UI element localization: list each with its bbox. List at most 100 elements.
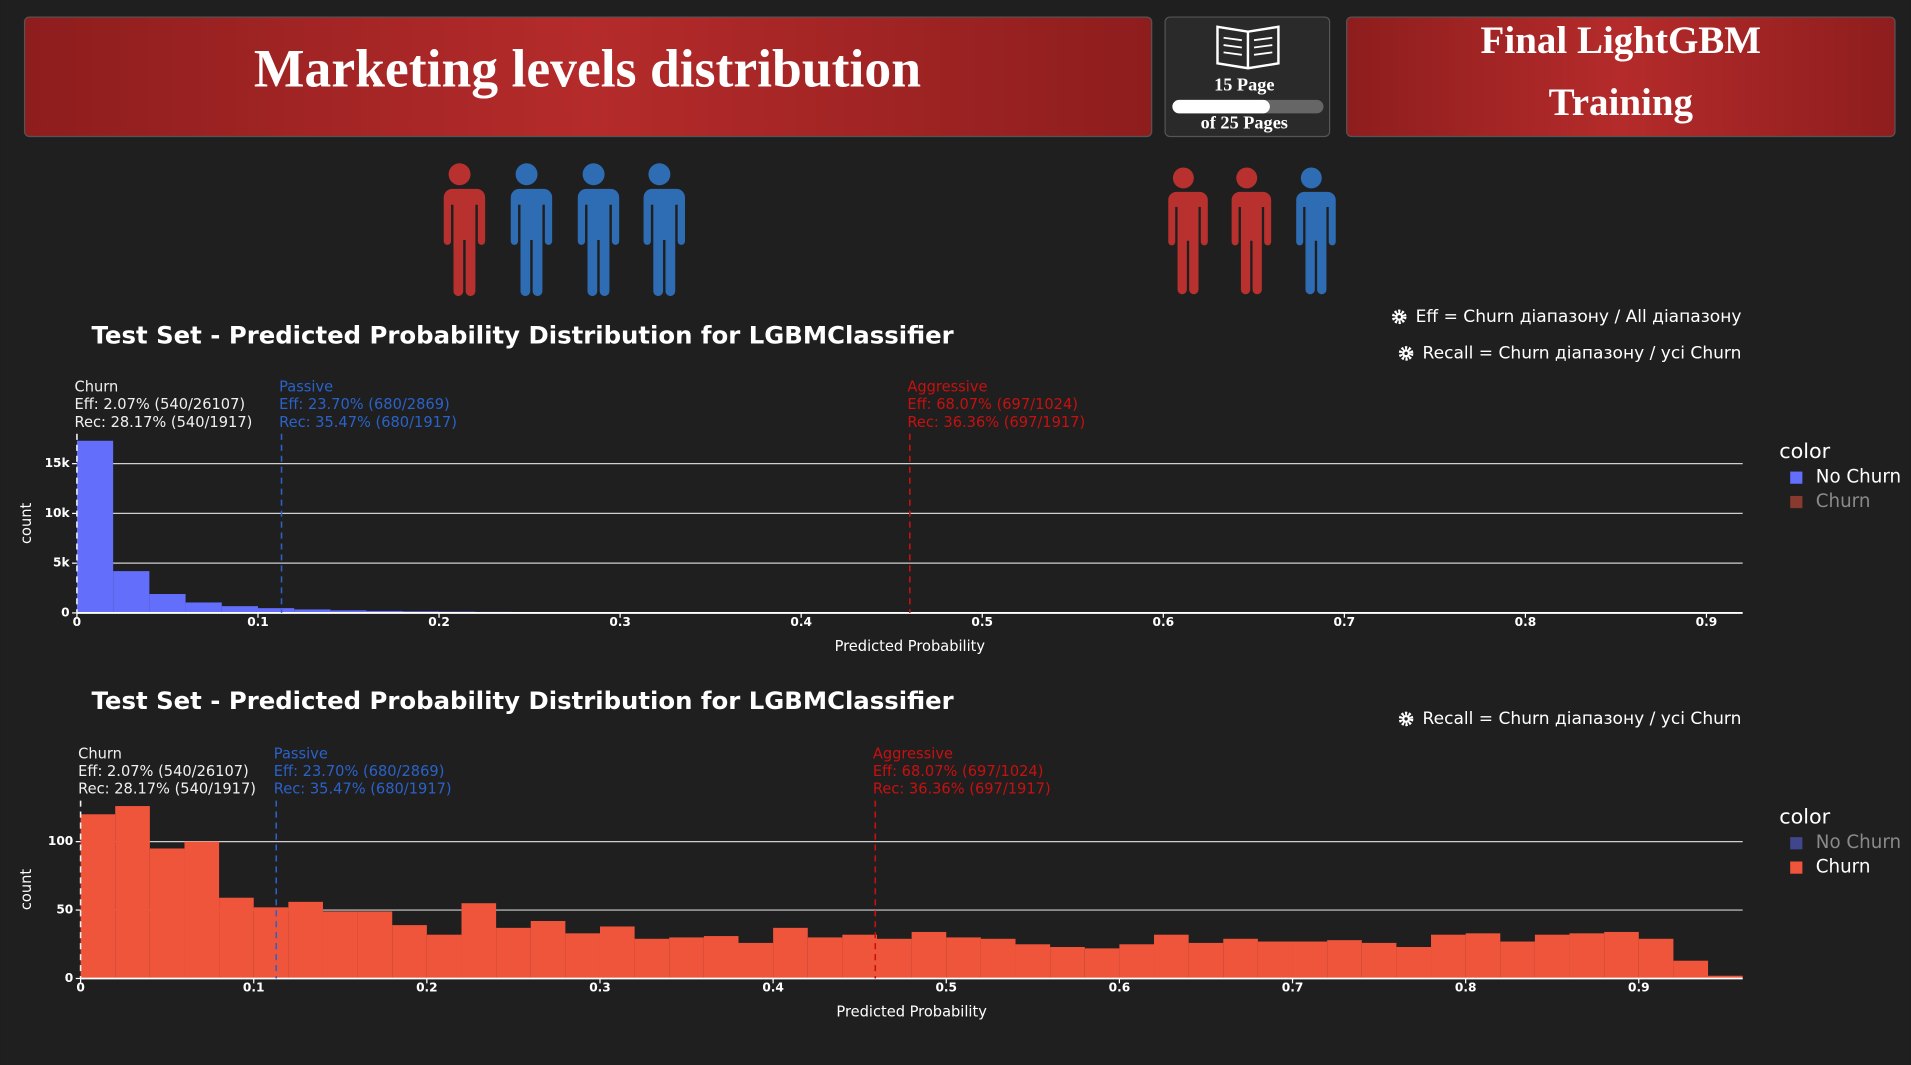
histogram-bar (288, 901, 323, 979)
x-axis-label: Predicted Probability (836, 1004, 987, 1021)
histogram-bar (221, 606, 258, 613)
x-tick-label: 0.5 (971, 615, 993, 629)
legend-entry: Churn (1816, 491, 1871, 512)
threshold-annotation: Eff: 2.07% (540/26107) (74, 396, 245, 413)
legend-title: color (1779, 805, 1830, 829)
histogram-bar (1465, 933, 1501, 979)
histogram-bar (76, 440, 114, 613)
x-tick-label: 0.1 (243, 981, 265, 995)
book-icon (1216, 25, 1280, 70)
histogram-bar (185, 602, 222, 613)
x-tick-label: 0.8 (1455, 981, 1477, 995)
x-tick-label: 0.9 (1696, 615, 1718, 629)
x-tick-label: 0.6 (1109, 981, 1131, 995)
x-axis-label: Predicted Probability (835, 638, 986, 655)
histogram-bar (1500, 941, 1535, 979)
threshold-annotation: Churn (78, 745, 122, 762)
histogram-bar (113, 571, 150, 613)
threshold-annotation: Rec: 35.47% (680/1917) (279, 414, 457, 431)
histogram-bar (392, 925, 427, 979)
legend-swatch (1790, 861, 1803, 874)
histogram-bar (565, 933, 600, 979)
histogram-bar (366, 610, 403, 613)
chart-title: Test Set - Predicted Probability Distrib… (92, 320, 954, 349)
y-tick-label: 15k (45, 456, 71, 470)
formula-note: Recall = Churn діапазону / усі Churn (1423, 343, 1742, 363)
histogram-bar (1673, 960, 1709, 979)
histogram-bar (1154, 934, 1189, 979)
histogram-bar (1015, 944, 1051, 979)
histogram-bar (634, 938, 670, 979)
x-tick-label: 0.2 (416, 981, 438, 995)
histogram-bar (253, 907, 289, 979)
histogram-bar (257, 608, 295, 613)
title-box (23, 16, 1153, 138)
formula-note: Recall = Churn діапазону / усі Churn (1423, 709, 1742, 729)
histogram-bar (1569, 933, 1605, 979)
histogram-bar (80, 814, 116, 979)
threshold-annotation: Eff: 2.07% (540/26107) (78, 763, 249, 780)
histogram-bar (219, 897, 254, 979)
legend-swatch (1790, 471, 1803, 484)
threshold-annotation: Aggressive (907, 378, 987, 395)
x-tick-label: 0.6 (1153, 615, 1175, 629)
y-axis-label: count (18, 869, 35, 910)
threshold-annotation: Churn (74, 378, 118, 395)
histogram-bar (669, 937, 704, 979)
page-number: 15 Page (1214, 75, 1274, 95)
histogram-bar (842, 934, 878, 979)
chart-title: Test Set - Predicted Probability Distrib… (92, 686, 954, 715)
section-box (1346, 16, 1896, 138)
section-title: Final LightGBM (1481, 19, 1762, 62)
threshold-annotation: Rec: 36.36% (697/1917) (873, 781, 1051, 798)
histogram-bar (1534, 934, 1570, 979)
histogram-bar (1119, 944, 1155, 979)
histogram-bar (1708, 975, 1743, 979)
legend-swatch (1790, 495, 1803, 509)
legend-entry: Churn (1816, 857, 1871, 878)
threshold-annotation: Eff: 68.07% (697/1024) (873, 763, 1044, 780)
x-tick-label: 0.4 (790, 615, 812, 629)
histogram-bar (911, 931, 947, 979)
y-axis-label: count (18, 502, 35, 543)
threshold-annotation: Eff: 23.70% (680/2869) (279, 396, 450, 413)
histogram-bar (980, 938, 1016, 979)
threshold-annotation: Rec: 35.47% (680/1917) (274, 781, 452, 798)
histogram-bar (294, 609, 331, 613)
histogram-bar (1638, 938, 1674, 979)
threshold-annotation: Eff: 23.70% (680/2869) (274, 763, 445, 780)
histogram-bar (496, 927, 531, 979)
page-title: Marketing levels distribution (254, 39, 921, 99)
x-tick-label: 0.5 (935, 981, 957, 995)
threshold-annotation: Passive (279, 378, 333, 395)
histogram-bar (1431, 934, 1466, 979)
histogram-bar (807, 937, 843, 979)
threshold-annotation: Passive (274, 745, 328, 762)
x-tick-label: 0 (73, 615, 81, 629)
section-title: Training (1549, 81, 1694, 124)
y-tick-label: 50 (56, 903, 73, 917)
histogram-bar (946, 937, 981, 979)
formula-note: Eff = Churn діапазону / All діапазону (1416, 307, 1742, 327)
histogram-bar (322, 911, 358, 979)
histogram-bar (1361, 942, 1397, 979)
histogram-bar (599, 926, 635, 979)
threshold-annotation: Rec: 28.17% (540/1917) (74, 414, 252, 431)
threshold-annotation: Rec: 36.36% (697/1917) (907, 414, 1085, 431)
x-tick-label: 0 (76, 981, 84, 995)
histogram-bar (1396, 947, 1432, 979)
threshold-annotation: Eff: 68.07% (697/1024) (907, 396, 1078, 413)
threshold-annotation: Rec: 28.17% (540/1917) (78, 781, 256, 798)
histogram-bar (149, 848, 185, 979)
x-tick-label: 0.3 (589, 981, 611, 995)
histogram-bar (149, 594, 186, 613)
histogram-bar (1223, 938, 1258, 979)
y-tick-label: 100 (48, 834, 73, 848)
histogram-bar (738, 942, 774, 979)
histogram-bar (1050, 947, 1085, 979)
y-tick-label: 10k (45, 506, 71, 520)
histogram-bar (530, 921, 566, 979)
histogram-bar (1292, 941, 1328, 979)
